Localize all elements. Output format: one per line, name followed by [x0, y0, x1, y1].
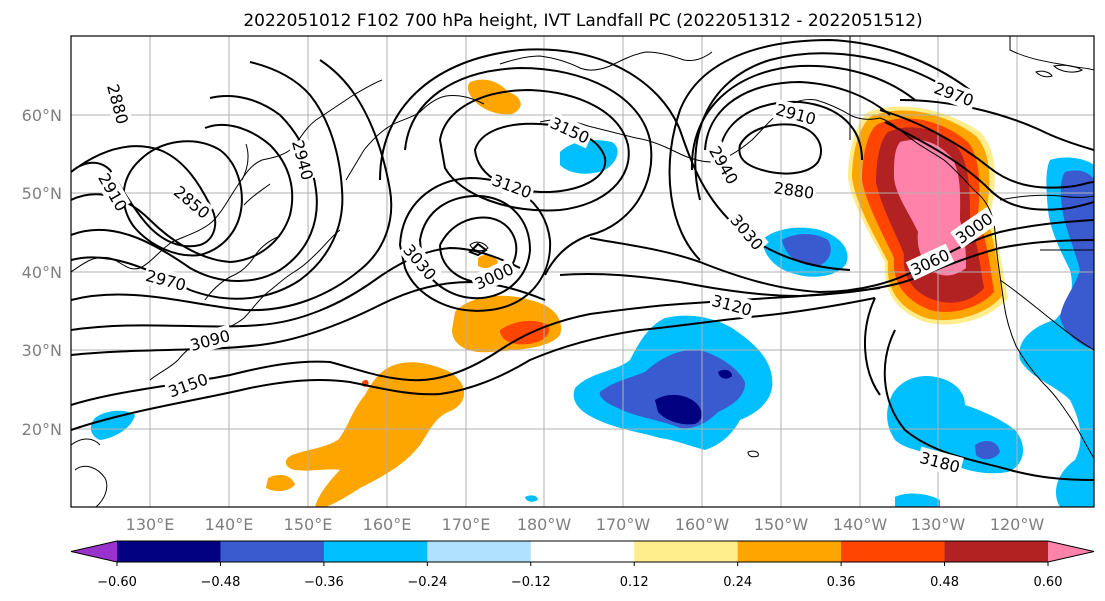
colorbar-tick-label: −0.24: [407, 575, 447, 590]
colorbar-bin: [530, 541, 635, 562]
lon-label: 130°E: [126, 515, 175, 534]
colorbar-bin: [841, 541, 946, 562]
colorbar-tick-label: 0.12: [620, 575, 649, 590]
negative-blob-west: [90, 410, 538, 502]
colorbar-tick-label: 0.36: [827, 575, 856, 590]
lat-label: 40°N: [22, 263, 62, 282]
colorbar-tick-label: −0.12: [511, 575, 551, 590]
colorbar-tick-label: 0.60: [1034, 575, 1063, 590]
colorbar-bin: [323, 541, 428, 562]
negative-blob-gulf-alaska: [762, 227, 848, 277]
lat-label: 50°N: [22, 184, 62, 203]
map-panel: 2880 2910 2850 2940 2970 3090 3150 3150 …: [71, 36, 1094, 507]
colorbar-tick-label: 0.24: [723, 575, 752, 590]
positive-blob-bering: [467, 79, 521, 115]
lat-label: 60°N: [22, 106, 62, 125]
map-frame: [70, 35, 1095, 508]
lat-label: 30°N: [22, 341, 62, 360]
lon-label: 140°W: [833, 515, 888, 534]
negative-blob-kamchatka-sea: [560, 140, 618, 174]
colorbar: [70, 540, 1095, 563]
lon-label: 150°E: [284, 515, 333, 534]
lon-label: 120°W: [990, 515, 1045, 534]
lon-label: 140°E: [205, 515, 254, 534]
colorbar-bin: [634, 541, 739, 562]
colorbar-bin: [427, 541, 532, 562]
colorbar-extend-min: [71, 541, 117, 562]
lon-label: 160°W: [675, 515, 730, 534]
colorbar-tick-label: −0.48: [201, 575, 241, 590]
positive-plume-northeast-pacific: [848, 106, 1008, 325]
colorbar-tick-label: −0.36: [304, 575, 344, 590]
lon-label: 170°E: [442, 515, 491, 534]
graticule: [71, 36, 1094, 507]
coastlines: [71, 36, 1094, 507]
colorbar-extend-max: [1048, 541, 1094, 562]
lon-label: 170°W: [596, 515, 651, 534]
colorbar-tick-label: 0.48: [930, 575, 959, 590]
longitude-labels: 130°E 140°E 150°E 160°E 170°E 180°W 170°…: [126, 515, 1045, 534]
map-title: 2022051012 F102 700 hPa height, IVT Land…: [243, 11, 922, 31]
colorbar-tick-label: −0.60: [97, 575, 137, 590]
lon-label: 130°W: [911, 515, 966, 534]
lon-label: 160°E: [363, 515, 412, 534]
colorbar-bin: [117, 541, 222, 562]
colorbar-ticks: −0.60 −0.48 −0.36 −0.24 −0.12 0.12 0.24 0.36 0.4…: [97, 562, 1062, 590]
lon-label: 150°W: [754, 515, 809, 534]
lon-label: 180°W: [517, 515, 572, 534]
colorbar-bin: [944, 541, 1049, 562]
negative-blob-us-west: [1019, 157, 1094, 507]
lat-label: 20°N: [22, 420, 62, 439]
colorbar-bin: [220, 541, 325, 562]
latitude-labels: 60°N 50°N 40°N 30°N 20°N: [22, 106, 62, 439]
colorbar-bin: [737, 541, 842, 562]
